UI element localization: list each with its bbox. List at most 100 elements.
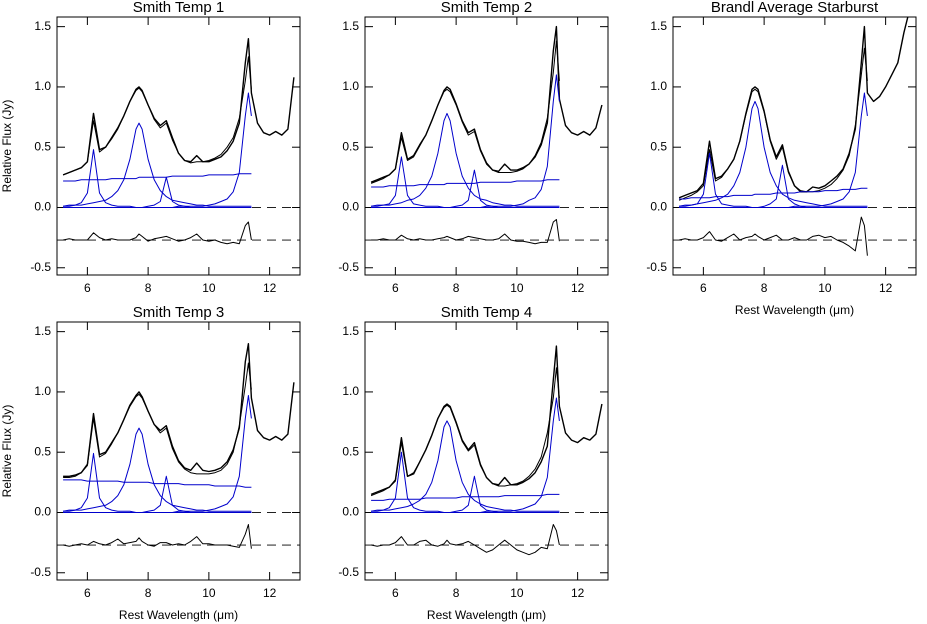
x-tick-label: 6	[392, 586, 399, 600]
spectrum-line	[63, 524, 252, 549]
x-tick-label: 6	[84, 281, 91, 295]
panel: Brandl Average Starburst Rest Wavelength …	[646, 0, 917, 317]
spectrum-line	[679, 187, 868, 200]
spectrum-line	[63, 221, 252, 245]
y-tick-label: -0.5	[338, 565, 359, 579]
y-tick-label: 0.0	[342, 200, 359, 214]
y-tick-label: 1.0	[34, 384, 51, 398]
spectrum-line	[63, 149, 252, 208]
spectrum-line	[370, 25, 603, 183]
x-tick-label: 12	[879, 281, 893, 295]
spectrum-line	[63, 452, 252, 513]
spectrum-line	[370, 367, 560, 497]
y-tick-label: 0.0	[34, 200, 51, 214]
x-tick-label: 12	[263, 586, 277, 600]
spectrum-line	[371, 420, 560, 512]
y-tick-label: 1.5	[34, 324, 51, 338]
x-tick-label: 8	[453, 586, 460, 600]
y-tick-label: 0.0	[342, 505, 359, 519]
spectrum-line	[679, 100, 868, 207]
x-tick-label: 8	[145, 586, 152, 600]
x-tick-label: 6	[700, 281, 707, 295]
panel: Smith Temp 4 Rest Wavelength (μm) -0.5 0.0 0…	[338, 304, 609, 622]
spectrum-line	[63, 362, 252, 478]
spectrum-line	[679, 216, 868, 256]
x-tick-label: 10	[818, 281, 832, 295]
plot-area	[63, 343, 295, 549]
y-tick-label: 1.0	[34, 79, 51, 93]
axes-frame	[672, 16, 917, 276]
panel: Smith Temp 1 Relative Flux (Jy) -0.5 0.0 0.5…	[0, 0, 301, 295]
y-tick-label: -0.5	[646, 260, 667, 274]
x-tick-label: 6	[392, 281, 399, 295]
spectrum-line	[371, 112, 560, 207]
y-tick-label: 0.5	[342, 139, 359, 153]
spectrum-line	[371, 169, 560, 208]
x-tick-label: 8	[145, 281, 152, 295]
spectrum-line	[371, 179, 560, 188]
y-tick-label: 0.5	[650, 139, 667, 153]
spectrum-line	[371, 475, 560, 513]
axes-frame	[364, 16, 609, 276]
spectrum-line	[63, 479, 252, 488]
panel-title: Smith Temp 2	[441, 0, 532, 16]
spectrum-line	[371, 219, 560, 245]
spectrum-line	[62, 56, 252, 176]
spectrum-line	[371, 493, 560, 501]
plot-area	[678, 17, 909, 256]
plot-area	[62, 38, 295, 245]
y-tick-label: 1.5	[342, 324, 359, 338]
spectrum-line	[62, 38, 295, 176]
x-tick-label: 8	[453, 281, 460, 295]
spectrum-line	[679, 92, 868, 208]
panel-title: Smith Temp 1	[133, 0, 224, 16]
y-axis-label: Relative Flux (Jy)	[0, 100, 14, 193]
x-tick-label: 8	[761, 281, 768, 295]
x-axis-label: Rest Wavelength (μm)	[427, 608, 546, 622]
plot-area	[370, 345, 603, 556]
spectrum-line	[371, 397, 560, 513]
panel-title: Smith Temp 4	[441, 304, 532, 321]
spectrum-line	[370, 40, 560, 184]
spectrum-line	[63, 343, 295, 477]
y-tick-label: 0.5	[34, 444, 51, 458]
spectrum-line	[63, 92, 252, 208]
spectrum-line	[63, 427, 252, 512]
x-tick-label: 12	[571, 586, 585, 600]
y-tick-label: 0.5	[34, 139, 51, 153]
y-axis-label: Relative Flux (Jy)	[0, 405, 14, 498]
spectrum-line	[63, 395, 252, 513]
spectrum-line	[63, 122, 252, 207]
x-tick-label: 6	[84, 586, 91, 600]
panel-title: Smith Temp 3	[133, 304, 224, 321]
y-tick-label: 1.5	[342, 19, 359, 33]
y-tick-label: 1.5	[34, 19, 51, 33]
spectrum-line	[370, 345, 603, 496]
x-tick-label: 10	[202, 586, 216, 600]
y-tick-label: -0.5	[338, 260, 359, 274]
x-tick-label: 12	[571, 281, 585, 295]
y-tick-label: 0.0	[34, 505, 51, 519]
plot-area	[370, 25, 603, 245]
x-tick-label: 10	[510, 281, 524, 295]
panel: Smith Temp 3 Rest Wavelength (μm) Relative…	[0, 304, 301, 622]
y-tick-label: -0.5	[30, 260, 51, 274]
spectrum-line	[63, 173, 252, 182]
axes-frame	[364, 321, 609, 581]
panel: Smith Temp 2 -0.5 0.0 0.5 1.0 1.5 6 8 10 12	[338, 0, 609, 295]
spectrum-line	[371, 524, 560, 556]
x-axis-label: Rest Wavelength (μm)	[119, 608, 238, 622]
y-tick-label: 0.5	[342, 444, 359, 458]
axes-frame	[56, 321, 301, 581]
panel-title: Brandl Average Starburst	[711, 0, 879, 16]
y-tick-label: -0.5	[30, 565, 51, 579]
x-tick-label: 10	[510, 586, 524, 600]
y-tick-label: 1.0	[342, 79, 359, 93]
axes-frame	[56, 16, 301, 276]
x-tick-label: 12	[263, 281, 277, 295]
spectrum-line	[63, 475, 252, 513]
y-tick-label: 1.5	[650, 19, 667, 33]
y-tick-label: 1.0	[342, 384, 359, 398]
spectrum-line	[371, 74, 560, 208]
spectrum-line	[679, 164, 868, 208]
